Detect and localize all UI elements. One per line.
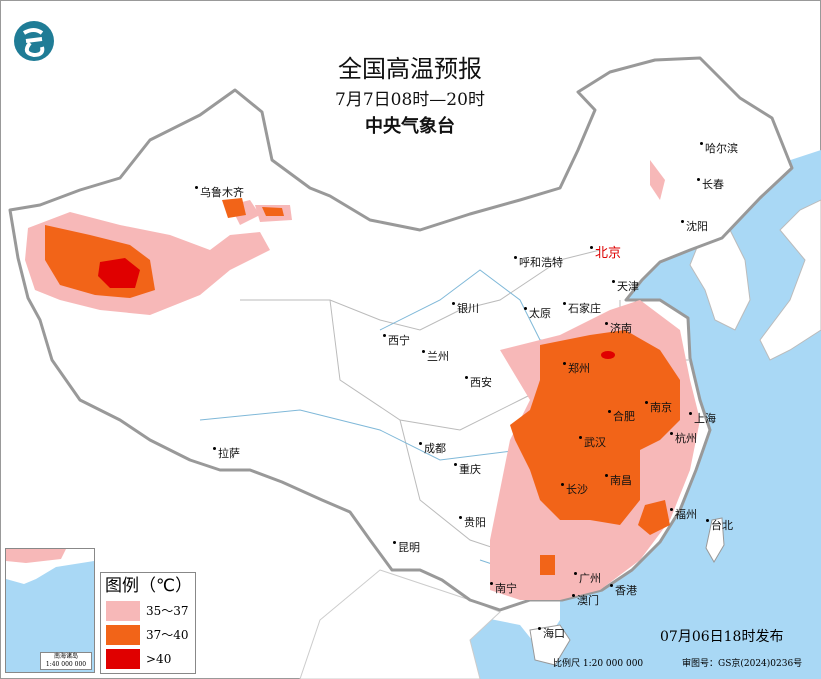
city-label: 长沙 xyxy=(561,483,588,496)
city-label: 南京 xyxy=(645,401,672,414)
city-label: 上海 xyxy=(689,412,716,425)
legend-label: >40 xyxy=(146,652,172,666)
city-label: 郑州 xyxy=(563,362,590,375)
city-label: 海口 xyxy=(538,627,565,640)
map-title: 全国高温预报 xyxy=(338,55,482,83)
agency-name: 中央气象台 xyxy=(365,116,455,137)
city-label: 石家庄 xyxy=(563,302,601,315)
approval-number: 审图号：GS京(2024)0236号 xyxy=(682,659,803,669)
legend-title: 图例（℃） xyxy=(105,576,193,596)
city-label: 哈尔滨 xyxy=(700,142,738,155)
city-label: 香港 xyxy=(610,584,637,597)
city-label: 杭州 xyxy=(670,432,697,445)
heat-area-over-40 xyxy=(98,258,615,359)
city-label: 济南 xyxy=(605,322,632,335)
legend-label: 37～40 xyxy=(146,628,189,642)
legend-swatch xyxy=(106,625,140,645)
city-label: 昆明 xyxy=(393,541,420,554)
cma-logo xyxy=(12,19,56,67)
city-label: 成都 xyxy=(419,442,446,455)
map-scale: 比例尺 1:20 000 000 xyxy=(553,659,644,669)
city-label: 台北 xyxy=(706,519,733,532)
inset-title: 南海诸岛 xyxy=(53,653,78,660)
south-china-sea-inset: 南海诸岛 1:40 000 000 xyxy=(5,548,95,673)
city-label: 南昌 xyxy=(605,474,632,487)
city-label: 兰州 xyxy=(422,350,449,363)
city-label: 长春 xyxy=(697,178,724,191)
city-label: 西安 xyxy=(465,376,492,389)
city-label: 西宁 xyxy=(383,334,410,347)
city-label: 南宁 xyxy=(490,582,517,595)
legend-label: 35～37 xyxy=(146,604,189,618)
city-label: 呼和浩特 xyxy=(514,256,563,269)
city-label: 拉萨 xyxy=(213,447,240,460)
city-label: 福州 xyxy=(670,508,697,521)
legend-swatch xyxy=(106,601,140,621)
city-label: 广州 xyxy=(574,572,601,585)
legend-swatch xyxy=(106,649,140,669)
city-label: 合肥 xyxy=(608,410,635,423)
city-label: 天津 xyxy=(612,280,639,293)
inset-label: 南海诸岛 1:40 000 000 xyxy=(40,652,92,670)
japan xyxy=(759,199,821,361)
inset-scale: 1:40 000 000 xyxy=(45,661,87,668)
city-label: 贵阳 xyxy=(459,516,486,529)
city-label: 重庆 xyxy=(454,463,481,476)
city-label: 乌鲁木齐 xyxy=(195,186,244,199)
city-label: 沈阳 xyxy=(681,220,708,233)
publish-time: 07月06日18时发布 xyxy=(660,629,784,645)
city-label: 澳门 xyxy=(572,594,599,607)
legend: 图例（℃） 35～37 37～40 >40 xyxy=(100,572,196,674)
city-label: 武汉 xyxy=(579,436,606,449)
city-label: 北京 xyxy=(590,246,621,261)
korea-peninsula xyxy=(689,229,751,331)
forecast-period: 7月7日08时—20时 xyxy=(335,90,485,110)
city-label: 太原 xyxy=(524,307,551,320)
city-label: 银川 xyxy=(452,302,479,315)
